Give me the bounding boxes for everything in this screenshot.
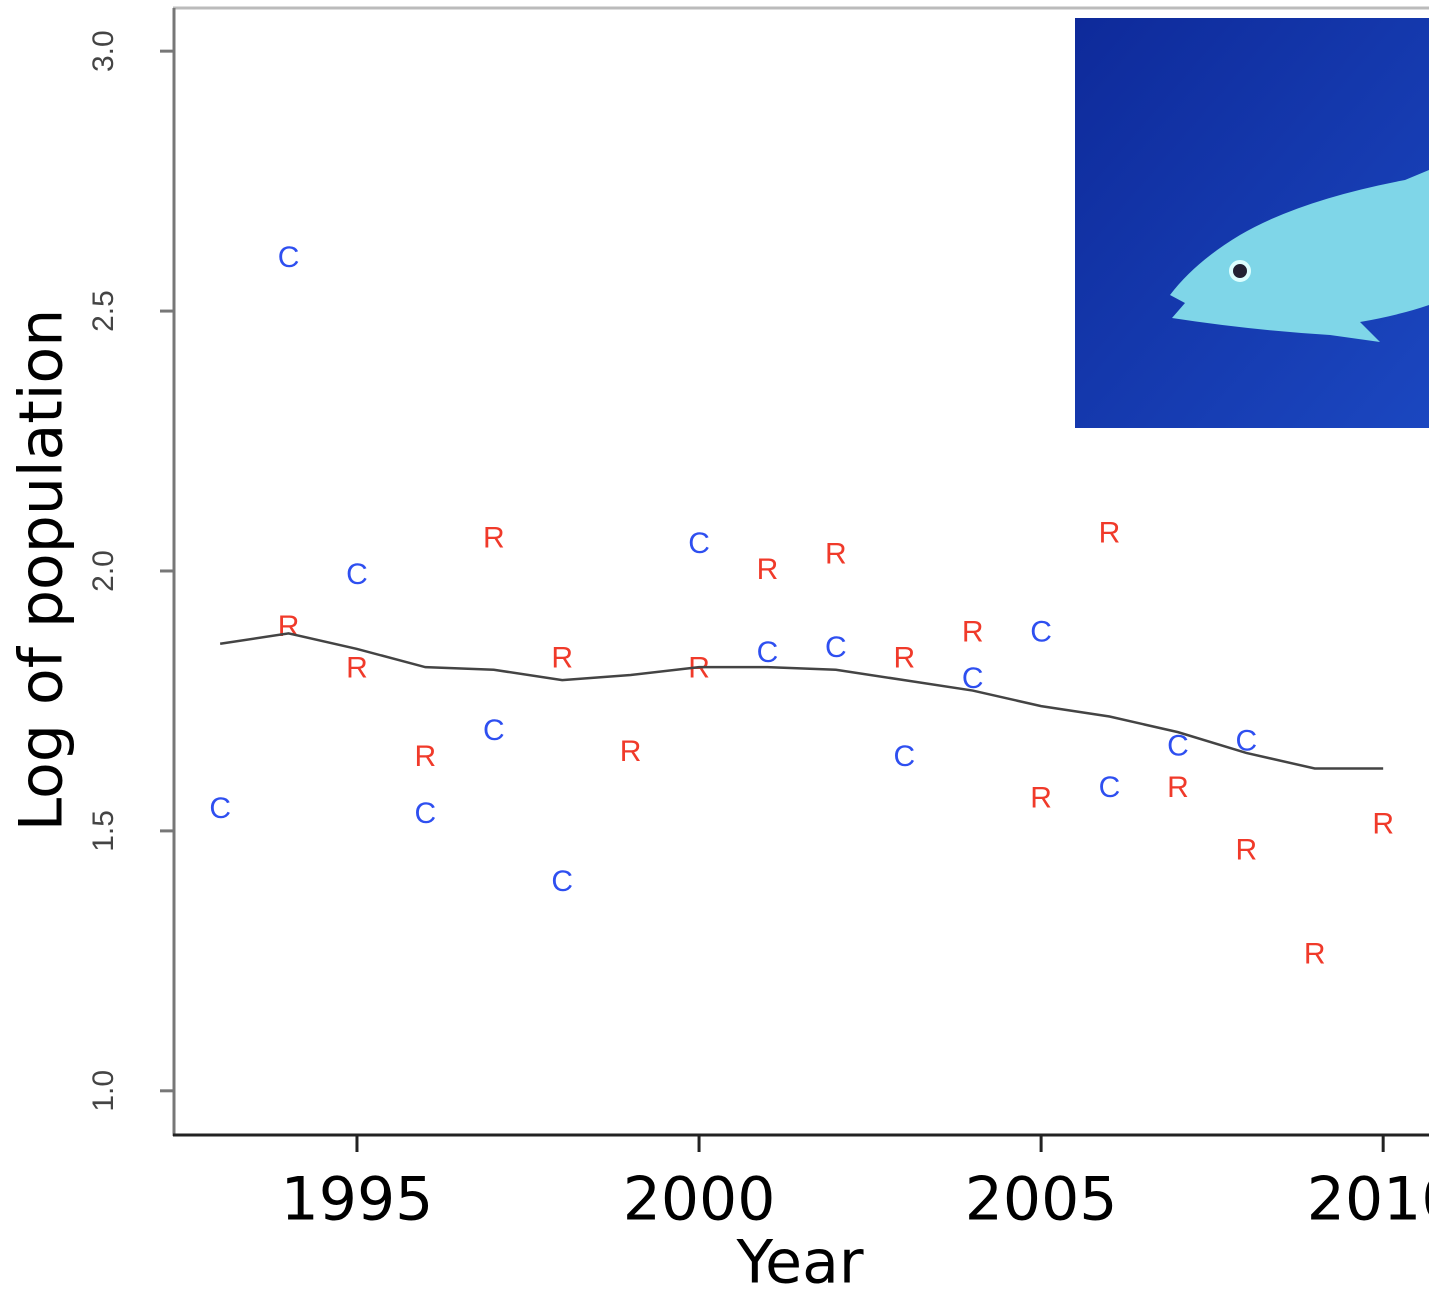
point: R	[278, 610, 300, 643]
point: R	[551, 641, 573, 674]
point: C	[1099, 771, 1121, 804]
point: R	[825, 537, 847, 570]
point: R	[1372, 808, 1394, 841]
point: C	[209, 792, 231, 825]
point: R	[1167, 771, 1189, 804]
fish-photo	[1075, 18, 1429, 428]
point: R	[1099, 517, 1121, 550]
y-tick-label: 2.5	[87, 290, 120, 332]
point: C	[757, 636, 779, 669]
y-tick-label: 1.5	[87, 810, 120, 852]
fish-eye	[1231, 262, 1249, 280]
chart: Year Log of population 1.0 1.5 2.0 2.5 3.0 19…	[0, 0, 1429, 1295]
point: R	[483, 522, 505, 555]
x-tick-label: 2000	[623, 1165, 776, 1235]
point: C	[1030, 615, 1052, 648]
y-tick-label: 3.0	[87, 30, 120, 72]
point: R	[893, 641, 915, 674]
x-tick-label: 2010	[1307, 1165, 1429, 1235]
point: C	[893, 740, 915, 773]
page: {"chart_data": {"type": "scatter", "x_la…	[0, 0, 1429, 1295]
point: R	[620, 735, 642, 768]
x-tick-label: 2005	[965, 1165, 1118, 1235]
point: R	[1304, 938, 1326, 971]
trend-line	[220, 633, 1383, 768]
point: R	[962, 615, 984, 648]
y-tick-label: 2.0	[87, 550, 120, 592]
point: R	[346, 652, 368, 685]
point: R	[757, 553, 779, 586]
point: C	[483, 714, 505, 747]
point: C	[346, 558, 368, 591]
point: C	[415, 797, 437, 830]
point: R	[1236, 834, 1258, 867]
point: R	[415, 740, 437, 773]
point: R	[1030, 782, 1052, 815]
y-axis-label: Log of population	[7, 309, 77, 831]
point: C	[825, 631, 847, 664]
point: C	[551, 865, 573, 898]
point: C	[688, 527, 710, 560]
x-tick-label: 1995	[281, 1165, 434, 1235]
y-tick-label: 1.0	[87, 1070, 120, 1112]
point: C	[278, 241, 300, 274]
x-axis-label: Year	[735, 1228, 863, 1295]
